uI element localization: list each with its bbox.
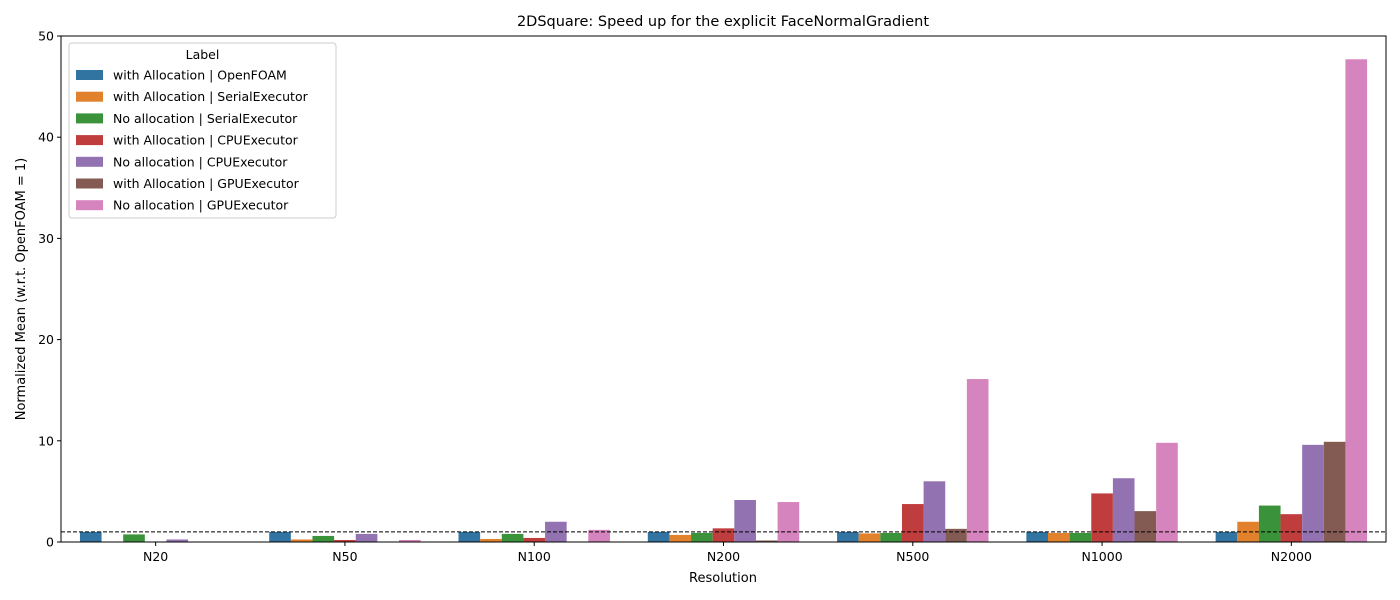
bar-N50-series-0: [269, 531, 291, 542]
bar-N100-series-3: [523, 537, 546, 542]
bar-N200-series-1: [669, 534, 692, 542]
y-tick-label: 0: [46, 535, 54, 550]
bar-N200-series-0: [647, 531, 670, 542]
bar-N50-series-3: [334, 539, 356, 542]
bar-N200-series-4: [734, 500, 756, 542]
y-tick-label: 10: [38, 433, 54, 448]
bar-N1000-series-4: [1112, 478, 1135, 542]
bars-group: [79, 59, 1368, 542]
legend-swatch: [76, 91, 103, 102]
legend-label: with Allocation | CPUExecutor: [113, 133, 299, 148]
bar-N200-series-3: [712, 528, 735, 542]
x-axis-label: Resolution: [689, 571, 757, 586]
legend-label: with Allocation | GPUExecutor: [113, 176, 300, 191]
bar-N1000-series-3: [1091, 493, 1113, 542]
bar-N2000-series-5: [1323, 441, 1346, 542]
bar-N500-series-6: [966, 379, 989, 542]
x-tick-label: N500: [896, 549, 929, 564]
bar-N50-series-1: [290, 539, 313, 542]
bar-N1000-series-2: [1069, 532, 1092, 542]
y-tick-label: 50: [38, 29, 54, 44]
y-tick-label: 40: [38, 130, 54, 145]
x-tick-label: N50: [332, 549, 357, 564]
y-axis: 0 10 20 30 40 50: [38, 29, 61, 550]
x-tick-label: N2000: [1271, 549, 1312, 564]
x-tick-label: N100: [518, 549, 551, 564]
legend-swatch: [76, 135, 103, 146]
bar-N1000-series-1: [1047, 532, 1070, 542]
legend-label: No allocation | CPUExecutor: [113, 154, 288, 169]
bar-N200-series-2: [691, 532, 713, 542]
bar-N500-series-3: [901, 504, 924, 542]
bar-N1000-series-6: [1156, 442, 1178, 542]
y-tick-label: 20: [38, 332, 54, 347]
bar-N1000-series-5: [1134, 511, 1157, 542]
bar-N2000-series-1: [1237, 521, 1259, 542]
bar-N100-series-6: [588, 529, 610, 542]
bar-N1000-series-0: [1026, 531, 1048, 542]
legend-label: No allocation | GPUExecutor: [113, 198, 289, 213]
x-tick-label: N20: [143, 549, 168, 564]
bar-N100-series-2: [501, 533, 524, 542]
bar-N200-series-5: [755, 540, 778, 542]
bar-N500-series-5: [945, 528, 967, 542]
y-axis-label: Normalized Mean (w.r.t. OpenFOAM = 1): [14, 158, 29, 421]
bar-N50-series-2: [312, 535, 335, 542]
legend-swatch: [76, 200, 103, 211]
bar-N2000-series-0: [1215, 531, 1238, 542]
bar-N500-series-2: [880, 532, 902, 542]
bar-N50-series-4: [355, 533, 378, 542]
legend-title: Label: [186, 47, 220, 62]
legend-swatch: [76, 178, 103, 189]
bar-N20-series-0: [79, 531, 102, 542]
x-axis: N20 N50 N100 N200 N500 N1000 N2000: [143, 542, 1312, 564]
bar-N100-series-0: [458, 531, 481, 542]
bar-N20-series-2: [123, 534, 145, 542]
legend-swatch: [76, 113, 103, 124]
legend-swatch: [76, 156, 103, 167]
legend-label: No allocation | SerialExecutor: [113, 111, 298, 126]
bar-N2000-series-2: [1258, 505, 1281, 542]
plot-frame: [60, 35, 1387, 543]
bar-N50-series-6: [399, 539, 421, 542]
bar-N100-series-1: [480, 538, 502, 542]
legend-label: with Allocation | SerialExecutor: [113, 89, 309, 104]
bar-N500-series-1: [858, 533, 881, 542]
bar-N500-series-0: [837, 531, 859, 542]
legend-swatch: [76, 70, 103, 80]
bar-N200-series-6: [777, 502, 800, 542]
x-tick-label: N1000: [1081, 549, 1122, 564]
bar-N2000-series-6: [1345, 59, 1368, 542]
x-tick-label: N200: [707, 549, 740, 564]
legend-box: [68, 42, 337, 219]
legend-items: with Allocation | OpenFOAM with Allocatio…: [76, 68, 309, 213]
legend-label: with Allocation | OpenFOAM: [113, 68, 287, 83]
bar-N20-series-4: [166, 539, 189, 542]
chart-title: 2DSquare: Speed up for the explicit Face…: [517, 14, 929, 30]
bar-N2000-series-3: [1280, 514, 1303, 542]
bar-N2000-series-4: [1302, 444, 1324, 542]
y-tick-label: 30: [38, 231, 54, 246]
bar-N500-series-4: [923, 481, 946, 542]
